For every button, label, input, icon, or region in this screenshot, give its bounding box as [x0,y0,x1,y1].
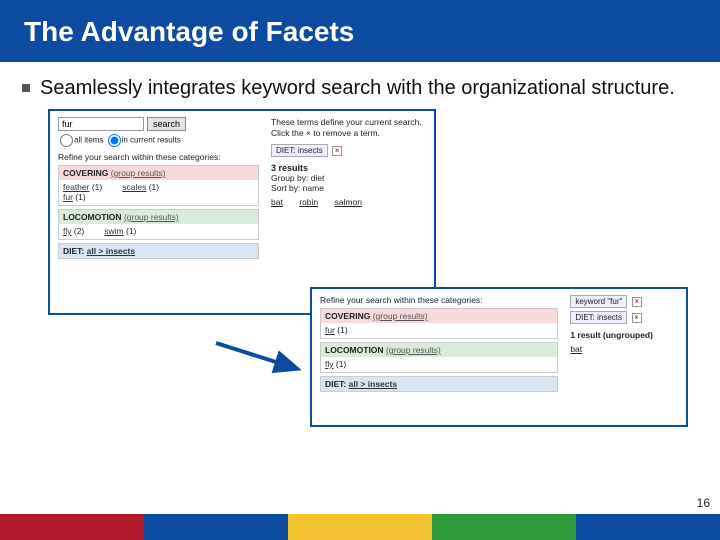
results-list: bat [570,344,680,354]
refine-label: Refine your search within these categori… [320,295,558,305]
panel1-left: search all items in current results Refi… [50,111,265,266]
facet-item-fly[interactable]: fly [325,359,334,369]
group-results-link[interactable]: (group results) [124,212,179,222]
group-by: Group by: diet [271,173,324,183]
facet-covering-label: COVERING [325,311,370,321]
radio-current-results[interactable] [108,134,121,147]
count: (1) [149,182,159,192]
facet-locomotion-label: LOCOMOTION [63,212,122,222]
panel1-right: These terms define your current search. … [265,111,434,211]
facet-locomotion: LOCOMOTION (group results) fly (1) [320,342,558,373]
facet-locomotion-body: fly (1) [321,357,557,372]
group-results-link[interactable]: (group results) [386,345,441,355]
count: (2) [74,226,84,236]
bullet-marker [22,84,30,92]
bullet-block: Seamlessly integrates keyword search wit… [0,62,720,109]
stripe [0,514,144,540]
facet-panel-2: Refine your search within these categori… [310,287,688,427]
result-item[interactable]: bat [570,344,582,354]
facet-locomotion-header: LOCOMOTION (group results) [321,343,557,357]
search-scope-radios: all items in current results [58,134,259,147]
facet-panel-1: search all items in current results Refi… [48,109,436,315]
panel2-left: Refine your search within these categori… [312,289,566,399]
results-meta: Group by: diet Sort by: name [271,173,428,193]
stripe [144,514,288,540]
facet-covering-body: fur (1) [321,323,557,338]
search-row: search [58,117,259,131]
facet-item-fur[interactable]: fur [63,192,73,202]
tag-diet-insects: DIET: insects [271,144,328,157]
facet-covering-header: COVERING (group results) [59,166,258,180]
tag-keyword-fur: keyword "fur" [570,295,627,308]
panels-area: search all items in current results Refi… [0,109,720,469]
count: (1) [92,182,102,192]
remove-tag-icon[interactable]: × [332,146,342,156]
facet-locomotion-label: LOCOMOTION [325,345,384,355]
search-input[interactable] [58,117,144,131]
facet-locomotion: LOCOMOTION (group results) fly (2) swim … [58,209,259,240]
footer-stripes [0,514,720,540]
facet-covering: COVERING (group results) fur (1) [320,308,558,339]
active-tag-diet: DIET: insects × [271,144,428,157]
facet-diet: DIET: all > insects [58,243,259,259]
current-search-msg: These terms define your current search. … [271,117,428,139]
count: (1) [336,359,346,369]
facet-diet-header: DIET: all > insects [59,244,258,258]
count: (1) [75,192,85,202]
facet-item-feather[interactable]: feather [63,182,89,192]
result-item[interactable]: salmon [335,197,362,207]
refine-label: Refine your search within these categori… [58,152,259,162]
group-results-link[interactable]: (group results) [373,311,428,321]
stripe [432,514,576,540]
active-tag-keyword: keyword "fur" × [570,295,680,308]
facet-covering: COVERING (group results) feather (1) fur… [58,165,259,206]
sort-by: Sort by: name [271,183,324,193]
group-results-link[interactable]: (group results) [111,168,166,178]
radio-all-label: all items [74,136,103,145]
facet-covering-label: COVERING [63,168,108,178]
facet-item-swim[interactable]: swim [104,226,123,236]
stripe [576,514,720,540]
bullet-text: Seamlessly integrates keyword search wit… [40,76,692,101]
arrow-icon [210,337,310,377]
results-count: 1 result (ungrouped) [570,330,680,340]
remove-tag-icon[interactable]: × [632,297,642,307]
results-count: 3 results [271,163,428,173]
search-button[interactable]: search [147,117,186,131]
facet-diet-header: DIET: all > insects [321,377,557,391]
facet-item-scales[interactable]: scales [122,182,146,192]
facet-covering-header: COVERING (group results) [321,309,557,323]
results-list: bat robin salmon [271,197,428,207]
stripe [288,514,432,540]
panel2-right: keyword "fur" × DIET: insects × 1 result… [566,289,686,358]
active-tag-diet: DIET: insects × [570,311,680,324]
facet-diet: DIET: all > insects [320,376,558,392]
remove-tag-icon[interactable]: × [632,313,642,323]
facet-covering-body: feather (1) fur (1) scales (1) [59,180,258,205]
radio-all-items[interactable] [60,134,73,147]
count: (1) [126,226,136,236]
facet-locomotion-body: fly (2) swim (1) [59,224,258,239]
result-item[interactable]: robin [299,197,318,207]
page-number: 16 [697,496,710,510]
tag-diet-insects: DIET: insects [570,311,627,324]
facet-item-fly[interactable]: fly [63,226,72,236]
slide-title: The Advantage of Facets [24,16,696,48]
slide-header: The Advantage of Facets [0,0,720,62]
facet-diet-label: DIET: [325,379,346,389]
facet-item-fur[interactable]: fur [325,325,335,335]
result-item[interactable]: bat [271,197,283,207]
diet-path[interactable]: all > insects [349,379,397,389]
count: (1) [337,325,347,335]
facet-locomotion-header: LOCOMOTION (group results) [59,210,258,224]
facet-diet-label: DIET: [63,246,84,256]
radio-current-label: in current results [122,136,181,145]
diet-path[interactable]: all > insects [87,246,135,256]
